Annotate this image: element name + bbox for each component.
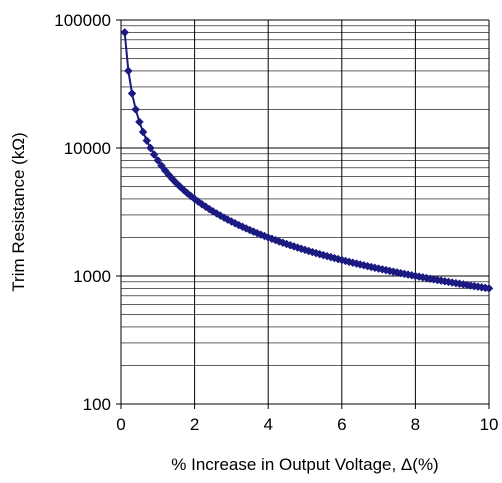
- data-point-marker: [135, 118, 143, 126]
- data-point-marker: [132, 105, 140, 113]
- data-point-marker: [121, 28, 129, 36]
- y-tick-label: 10000: [64, 139, 111, 158]
- x-tick-label: 2: [190, 415, 199, 434]
- x-tick-label: 8: [411, 415, 420, 434]
- y-tick-label: 100000: [54, 11, 111, 30]
- x-tick-label: 0: [116, 415, 125, 434]
- x-tick-label: 6: [337, 415, 346, 434]
- data-point-marker: [128, 89, 136, 97]
- y-tick-label: 1000: [73, 267, 111, 286]
- grid-lines: [121, 20, 489, 404]
- y-axis-title: Trim Resistance (kΩ): [9, 132, 28, 291]
- data-point-marker: [143, 137, 151, 145]
- data-point-marker: [146, 144, 154, 152]
- data-point-marker: [124, 67, 132, 75]
- x-axis-title: % Increase in Output Voltage, Δ(%): [171, 455, 438, 474]
- x-tick-label: 10: [480, 415, 499, 434]
- x-tick-label: 4: [263, 415, 272, 434]
- data-point-marker: [139, 128, 147, 136]
- y-tick-label: 100: [83, 395, 111, 414]
